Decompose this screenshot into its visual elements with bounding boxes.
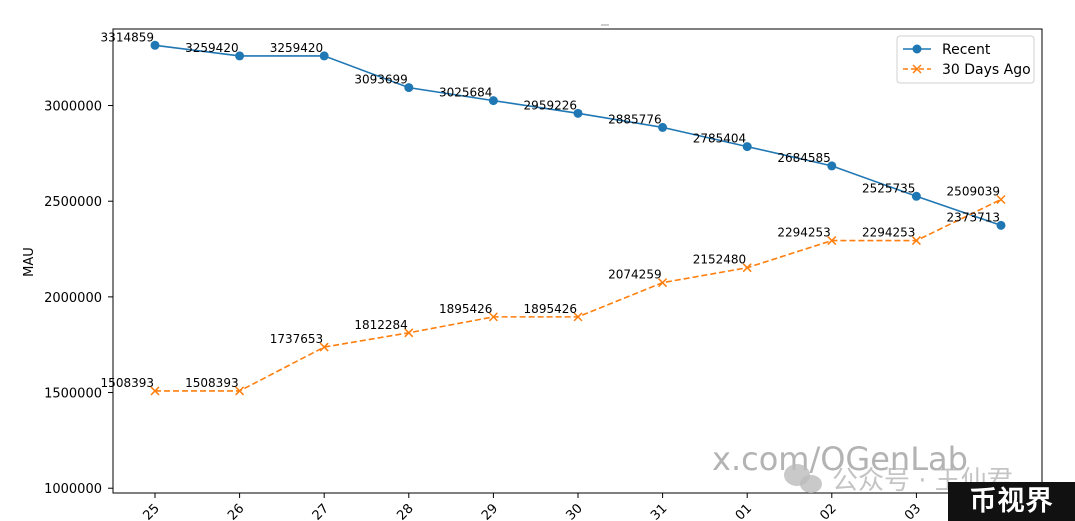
data-point <box>404 83 414 93</box>
data-point <box>996 220 1006 230</box>
data-point <box>742 263 752 273</box>
data-label: 2294253 <box>777 226 830 240</box>
data-point <box>911 236 921 246</box>
data-label: 2074259 <box>608 268 661 282</box>
data-label: 1737653 <box>270 332 323 346</box>
legend-item: 30 Days Ago <box>903 62 1031 78</box>
legend-label: 30 Days Ago <box>942 62 1031 78</box>
data-point <box>404 328 414 338</box>
y-tick-label: 1000000 <box>44 482 102 497</box>
series-layer <box>150 40 1006 396</box>
x-tick-label: 28 <box>394 501 416 521</box>
data-label: 1812284 <box>354 318 407 332</box>
x-tick-label: 03 <box>902 501 924 521</box>
wechat-icon <box>784 464 822 493</box>
data-label: 3093699 <box>354 73 407 87</box>
data-label: 2959226 <box>524 98 577 112</box>
legend: Recent 30 Days Ago <box>896 35 1035 84</box>
x-tick-label: 26 <box>225 501 247 521</box>
legend-box <box>896 35 1035 84</box>
data-point <box>488 312 498 322</box>
data-point <box>996 194 1006 205</box>
x-tick-label: 27 <box>310 501 332 521</box>
data-point <box>742 142 752 152</box>
y-tick-label: 1500000 <box>44 387 102 402</box>
data-point <box>573 108 583 118</box>
y-tick-label: 3000000 <box>44 100 102 115</box>
data-label: 2373713 <box>947 210 1000 224</box>
data-label: 3314859 <box>101 30 154 44</box>
brand-badge: 币视界 <box>948 482 1075 521</box>
x-tick-label: 02 <box>817 501 839 521</box>
data-point <box>235 386 245 396</box>
data-point <box>150 40 160 50</box>
data-label: 1895426 <box>524 302 577 316</box>
legend-marker <box>912 64 922 74</box>
data-label: 2152480 <box>693 253 746 267</box>
data-label: 1508393 <box>101 376 154 390</box>
y-axis-label: MAU <box>22 247 37 277</box>
x-tick-label: 30 <box>564 501 586 521</box>
data-point <box>319 51 329 61</box>
y-tick-label: 2500000 <box>44 195 102 210</box>
data-point <box>658 122 668 132</box>
legend-label: Recent <box>942 42 991 58</box>
data-point <box>827 161 837 171</box>
data-label: 3259420 <box>270 41 323 55</box>
watermark-url: x.com/OGenLab <box>712 440 968 478</box>
data-point <box>319 342 329 352</box>
data-label: 2785404 <box>693 132 746 146</box>
data-label: 1895426 <box>439 302 492 316</box>
data-label: 2294253 <box>862 226 915 240</box>
data-labels: 3314859 3259420 3259420 3093699 3025684 29592… <box>101 30 1000 390</box>
data-label: 3259420 <box>185 41 238 55</box>
x-tick-label: 29 <box>479 501 501 521</box>
legend-marker <box>912 44 922 54</box>
data-label: 2885776 <box>608 112 661 126</box>
data-label: 2509039 <box>947 184 1000 198</box>
x-tick-label: 01 <box>733 501 755 521</box>
legend-item: Recent <box>903 42 991 58</box>
y-tick-label: 2000000 <box>44 291 102 306</box>
data-point <box>235 51 245 61</box>
data-label: 2525735 <box>862 181 915 195</box>
watermark: x.com/OGenLab 公众号 · 王仙君 <box>712 440 1013 496</box>
y-axis: 1000000 1500000 2000000 2500000 3000000 <box>44 100 113 497</box>
data-label: 2684585 <box>777 151 830 165</box>
plot-area <box>112 28 1043 494</box>
data-point <box>911 191 921 201</box>
data-point <box>658 278 668 288</box>
data-point <box>573 312 583 322</box>
x-tick-label: 25 <box>141 501 163 521</box>
data-label: 1508393 <box>185 376 238 390</box>
x-tick-label: 31 <box>648 501 670 521</box>
x-axis: 25 26 27 28 29 30 31 01 02 03 <box>141 493 1002 521</box>
data-point <box>488 96 498 106</box>
data-label: 3025684 <box>439 86 492 100</box>
data-point <box>827 236 837 246</box>
data-point <box>150 386 160 396</box>
